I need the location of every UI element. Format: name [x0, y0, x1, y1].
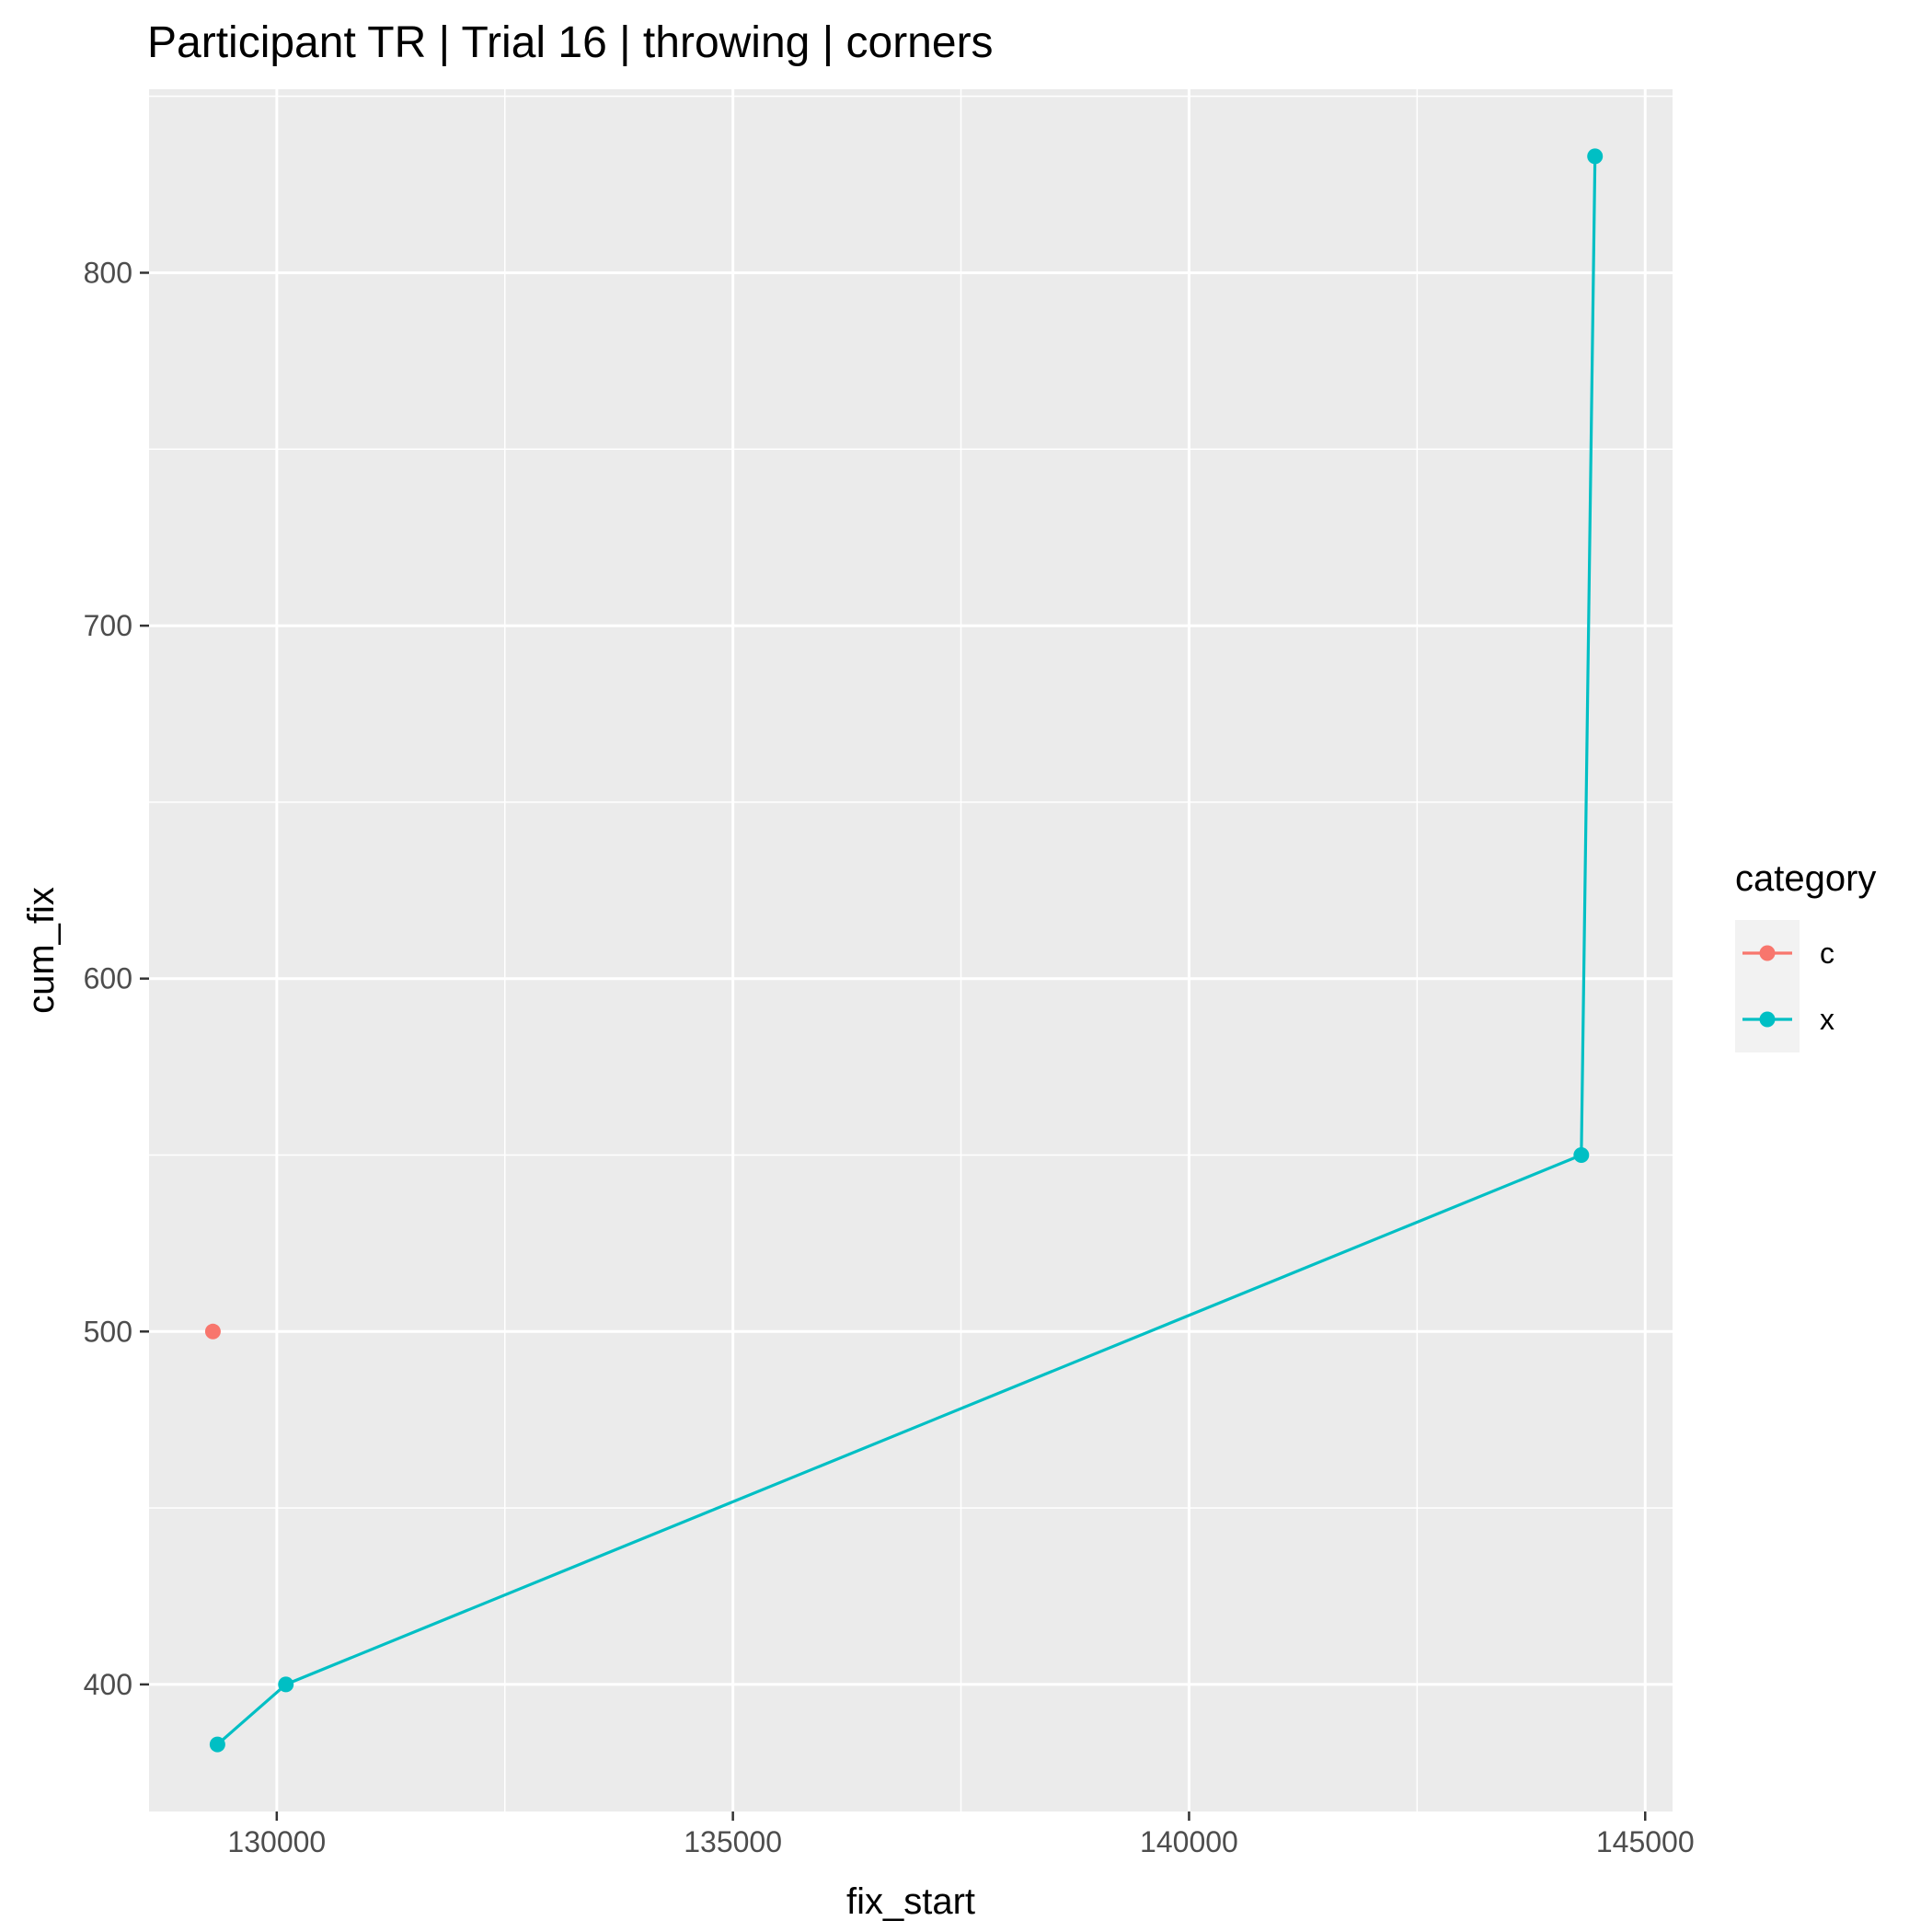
x-axis-title: fix_start	[846, 1881, 975, 1922]
tick-labels: 130000 135000 140000 145000 400 500 600 700 800	[84, 256, 1695, 1858]
axis-ticks	[140, 271, 1647, 1821]
data-point-x	[209, 1736, 225, 1753]
y-tick-label: 400	[84, 1668, 132, 1701]
y-tick-label: 800	[84, 256, 132, 289]
series-line-x	[216, 155, 1597, 1746]
y-tick-label: 500	[84, 1315, 132, 1348]
x-tick-label: 145000	[1596, 1825, 1695, 1858]
legend-label-x: x	[1820, 1003, 1834, 1036]
data-point-x	[278, 1676, 294, 1693]
plot-panel	[149, 89, 1673, 1811]
y-tick-label: 700	[84, 609, 132, 642]
chart-title: Participant TR | Trial 16 | throwing | c…	[147, 18, 994, 67]
legend-title: category	[1735, 858, 1876, 899]
x-tick-label: 135000	[684, 1825, 782, 1858]
legend: category cx	[1735, 858, 1876, 1052]
x-tick-label: 140000	[1140, 1825, 1238, 1858]
grid-major	[149, 89, 1673, 1811]
y-tick-label: 600	[84, 962, 132, 995]
legend-key-point-c	[1759, 945, 1776, 961]
data-point-x	[1587, 148, 1604, 165]
data-point-x	[1573, 1146, 1590, 1163]
legend-key-background	[1735, 920, 1800, 1052]
legend-label-c: c	[1820, 937, 1834, 970]
grid-minor	[149, 89, 1673, 1811]
x-tick-label: 130000	[227, 1825, 326, 1858]
legend-key-point-x	[1759, 1011, 1776, 1028]
legend-items: cx	[1735, 920, 1834, 1052]
y-axis-title: cum_fix	[21, 887, 62, 1014]
series-layer	[204, 148, 1604, 1753]
data-point-c	[204, 1323, 221, 1340]
